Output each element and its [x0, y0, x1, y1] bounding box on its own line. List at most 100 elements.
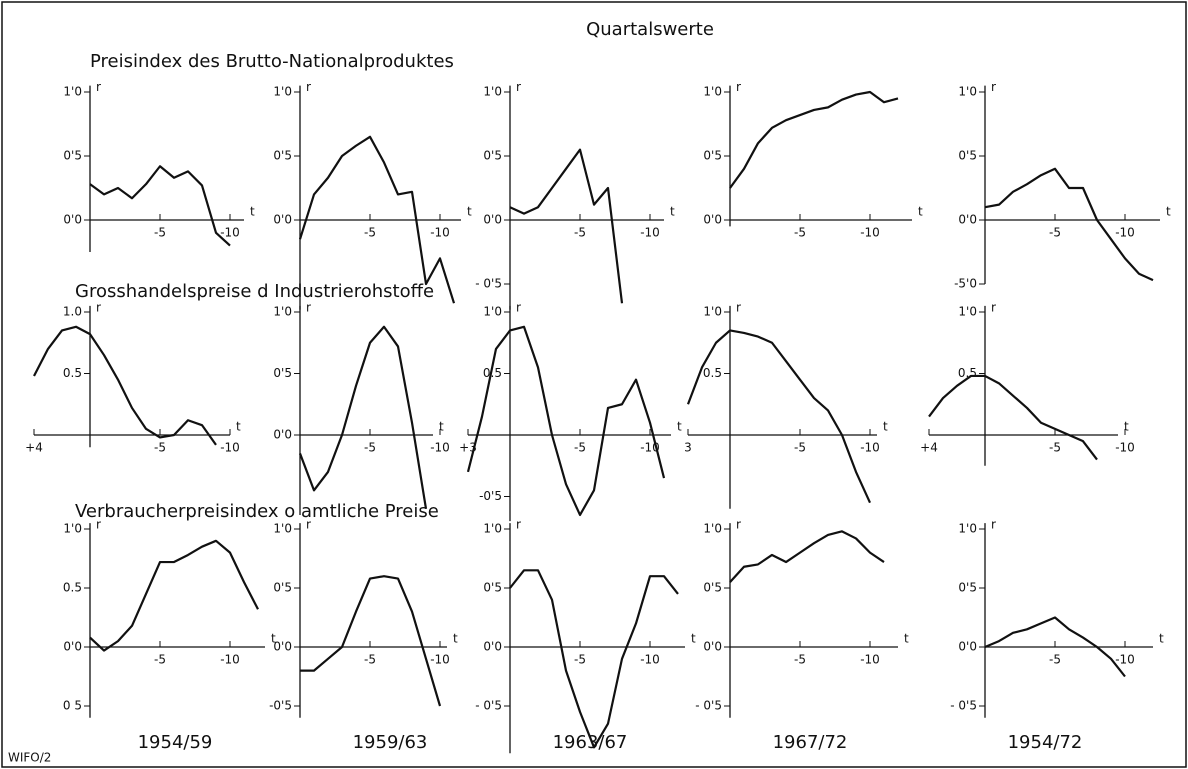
y-axis-label: r [516, 300, 521, 314]
x-tick-label: -10 [220, 441, 240, 455]
y-tick-label: 0'0 [703, 213, 722, 227]
y-tick-label: - 0'5 [475, 699, 502, 713]
x-tick-label: -10 [220, 653, 240, 667]
row-title: Preisindex des Brutto-Nationalproduktes [90, 51, 454, 72]
x-axis-label: t [1124, 420, 1129, 434]
x-axis-label: t [1166, 205, 1171, 219]
x-axis-label: t [677, 420, 682, 434]
y-axis-label: r [991, 80, 996, 94]
data-line [89, 165, 231, 247]
x-axis-label: t [439, 420, 444, 434]
data-line [300, 575, 442, 707]
x-tick-label: -10 [220, 226, 240, 240]
y-tick-label: 0'0 [958, 640, 977, 654]
x-tick-label: -10 [1115, 441, 1135, 455]
column-label: 1959/63 [353, 732, 428, 753]
data-line [33, 325, 217, 446]
y-axis-label: r [991, 300, 996, 314]
x-axis-label: t [918, 205, 923, 219]
x-tick-label: -10 [430, 226, 450, 240]
data-line [298, 325, 428, 509]
y-tick-label: 0'0 [483, 640, 502, 654]
y-tick-label: 0'0 [63, 213, 82, 227]
y-tick-label: 1'0 [483, 305, 502, 319]
x-tick-label: -10 [640, 653, 660, 667]
x-tick-label: -5 [574, 653, 586, 667]
x-axis-label: t [691, 632, 696, 646]
y-tick-label: 0'0 [273, 213, 292, 227]
y-tick-label: 1.0 [63, 305, 82, 319]
x-axis-label: t [453, 632, 458, 646]
x-tick-label: -5 [794, 441, 806, 455]
y-tick-label: 0.5 [63, 581, 82, 595]
x-tick-label: -5 [574, 226, 586, 240]
y-axis-label: r [306, 300, 311, 314]
x-tick-label: -5 [794, 226, 806, 240]
data-line [509, 148, 624, 304]
x-axis-label: t [250, 205, 255, 219]
y-tick-label: 0'5 [273, 366, 292, 380]
y-axis-label: r [96, 300, 101, 314]
column-label: 1963/67 [553, 732, 628, 753]
x-axis-label: t [670, 205, 675, 219]
y-tick-label: 0'5 [63, 149, 82, 163]
x-axis-label: t [904, 632, 909, 646]
data-line [89, 539, 259, 652]
y-tick-label: 1'0 [703, 522, 722, 536]
y-tick-label: -0'5 [269, 699, 292, 713]
x-tick-label: -5 [574, 441, 586, 455]
y-tick-label: 1'0 [958, 85, 977, 99]
data-line [984, 167, 1154, 282]
x-tick-label: -5 [1049, 441, 1061, 455]
data-line [729, 90, 899, 189]
data-line [298, 135, 456, 304]
y-tick-label: 0.5 [63, 366, 82, 380]
x-axis-label: t [236, 420, 241, 434]
column-label: 1954/59 [138, 732, 213, 753]
y-axis-label: r [991, 518, 996, 532]
x-tick-label: -10 [860, 441, 880, 455]
x-tick-label: -5 [364, 226, 376, 240]
x-tick-label: -10 [1115, 226, 1135, 240]
y-tick-label: 0'5 [703, 149, 722, 163]
x-tick-label: -10 [640, 226, 660, 240]
row-title: Grosshandelspreise d Industrierohstoffe [75, 281, 434, 302]
x-tick-label: -5 [154, 653, 166, 667]
x-tick-label: -5 [1049, 653, 1061, 667]
y-tick-label: 0'5 [483, 149, 502, 163]
x-tick-label: -5 [154, 441, 166, 455]
column-label: 1967/72 [773, 732, 848, 753]
x-axis-label: t [1159, 632, 1164, 646]
y-tick-label: 1'0 [483, 522, 502, 536]
data-line [466, 325, 666, 517]
y-tick-label: 0.5 [703, 366, 722, 380]
y-tick-label: 0'5 [483, 581, 502, 595]
y-tick-label: 0 5 [63, 699, 82, 713]
x-tick-label: -10 [860, 653, 880, 667]
x-tick-label: -5 [364, 441, 376, 455]
y-axis-label: r [306, 518, 311, 532]
y-axis-label: r [736, 300, 741, 314]
data-line [729, 530, 885, 583]
x-tick-label: 3 [684, 441, 692, 455]
x-axis-label: t [467, 205, 472, 219]
y-tick-label: 1'0 [63, 85, 82, 99]
data-line [509, 569, 679, 749]
y-tick-label: 1'0 [958, 522, 977, 536]
column-label: 1954/72 [1008, 732, 1083, 753]
y-tick-label: 1'0 [273, 522, 292, 536]
x-axis-label: t [271, 632, 276, 646]
y-tick-label: 0'5 [958, 149, 977, 163]
x-tick-label: -5 [154, 226, 166, 240]
x-axis-label: t [883, 420, 888, 434]
y-axis-label: r [736, 518, 741, 532]
y-tick-label: 0'0 [958, 213, 977, 227]
y-tick-label: 0'0 [273, 640, 292, 654]
y-tick-label: 0'0 [483, 213, 502, 227]
x-tick-label: -5 [364, 653, 376, 667]
y-tick-label: 0'5 [958, 581, 977, 595]
y-axis-label: r [736, 80, 741, 94]
y-axis-label: r [306, 80, 311, 94]
x-tick-label: -5 [1049, 226, 1061, 240]
